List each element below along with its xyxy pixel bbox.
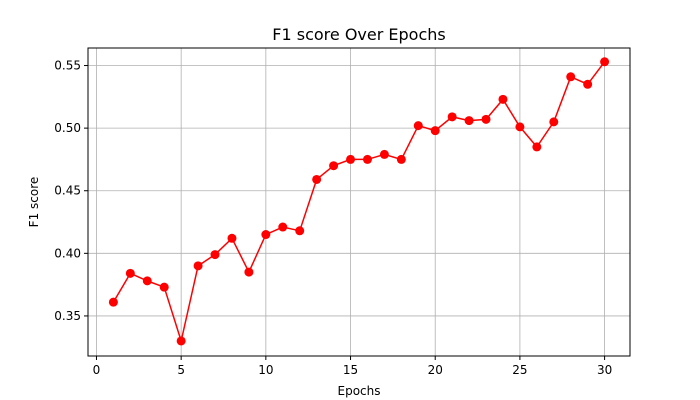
data-point [244, 267, 254, 277]
data-point [261, 230, 271, 240]
data-point [210, 250, 220, 260]
data-point [295, 226, 305, 236]
chart-title: F1 score Over Epochs [272, 25, 445, 44]
data-point [227, 233, 237, 243]
data-point [481, 114, 491, 124]
y-tick-label: 0.50 [54, 121, 81, 135]
data-point [413, 121, 423, 131]
data-point [566, 72, 576, 82]
data-point [583, 79, 593, 89]
data-point [447, 112, 457, 122]
data-point [346, 154, 356, 164]
data-point [396, 154, 406, 164]
data-point [430, 126, 440, 136]
data-point [142, 276, 152, 286]
data-point [193, 261, 203, 271]
x-tick-label: 20 [428, 363, 443, 377]
data-point [549, 117, 559, 127]
data-point [329, 161, 339, 171]
grid-lines [88, 48, 630, 356]
data-point [362, 154, 372, 164]
data-point [108, 297, 118, 307]
x-axis-label: Epochs [338, 384, 381, 398]
x-tick-label: 5 [177, 363, 185, 377]
y-axis-label: F1 score [27, 177, 41, 228]
x-tick-label: 10 [258, 363, 273, 377]
x-tick-label: 30 [597, 363, 612, 377]
data-point [515, 122, 525, 132]
data-point [532, 142, 542, 152]
x-tick-label: 25 [512, 363, 527, 377]
y-tick-label: 0.45 [54, 184, 81, 198]
data-point [176, 336, 186, 346]
data-point [464, 116, 474, 126]
y-tick-label: 0.35 [54, 309, 81, 323]
data-point [600, 57, 610, 67]
series-layer [108, 57, 610, 346]
data-point [278, 222, 288, 232]
y-tick-label: 0.40 [54, 246, 81, 260]
x-tick-label: 15 [343, 363, 358, 377]
axis-ticks: 0 5 10 15 20 25 30 0.35 0.40 0.45 0.50 0.55 [54, 59, 612, 377]
data-point [498, 94, 508, 104]
x-tick-label: 0 [93, 363, 101, 377]
data-point [159, 282, 169, 292]
data-point [125, 268, 135, 278]
plot-frame [87, 47, 631, 357]
y-tick-label: 0.55 [54, 59, 81, 73]
data-point [312, 174, 322, 184]
series-line [112, 61, 606, 344]
data-point [379, 149, 389, 159]
